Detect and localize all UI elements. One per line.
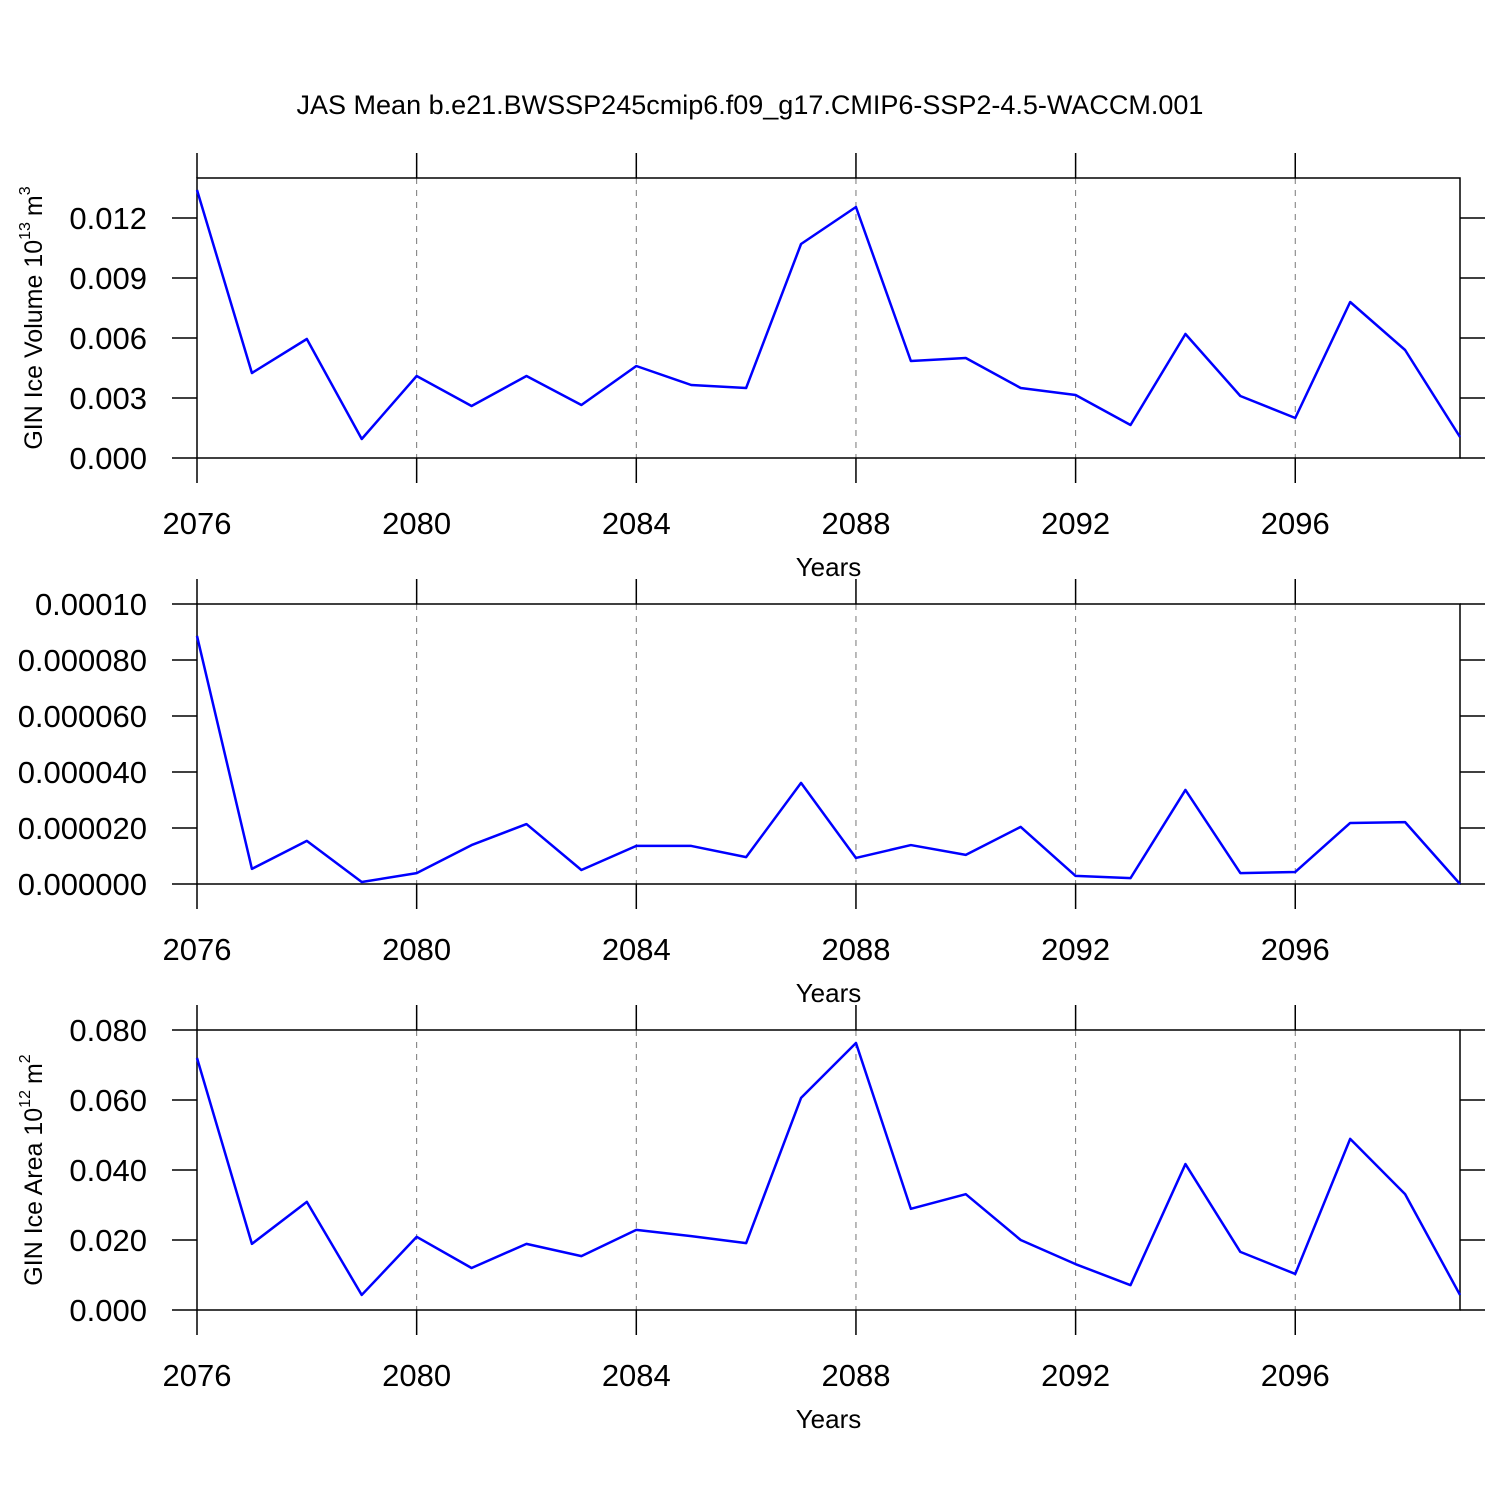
data-line	[195, 1041, 1462, 1297]
chart-title: JAS Mean b.e21.BWSSP245cmip6.f09_g17.CMI…	[297, 90, 1204, 120]
y-tick-label: 0.080	[69, 1013, 147, 1048]
y-tick-label: 0.000	[69, 1293, 147, 1328]
x-tick-label: 2084	[602, 932, 671, 967]
data-line	[195, 189, 1462, 441]
x-tick-label: 2088	[821, 1358, 890, 1393]
y-tick-label: 0.000000	[18, 867, 147, 902]
y-axis-label: GIN Ice Area 1012 m2	[17, 1054, 48, 1286]
plot-frame	[196, 1029, 1461, 1311]
y-axis-label-exponent: 2	[17, 1054, 34, 1063]
x-tick-label: 2096	[1261, 932, 1330, 967]
x-tick-label: 2092	[1041, 1358, 1110, 1393]
y-axis-label-exponent: 3	[17, 186, 34, 195]
y-tick-label: 0.012	[69, 201, 147, 236]
x-tick-label: 2092	[1041, 932, 1110, 967]
y-axis-label-text: GIN Ice Volume 10	[20, 240, 48, 450]
y-tick-label: 0.003	[69, 381, 147, 416]
x-tick-label: 2080	[382, 932, 451, 967]
y-tick-label: 0.000	[69, 441, 147, 476]
y-tick-label: 0.020	[69, 1223, 147, 1258]
data-line	[195, 635, 1461, 885]
x-tick-label: 2076	[163, 506, 232, 541]
x-tick-label: 2084	[602, 506, 671, 541]
x-tick-label: 2088	[821, 506, 890, 541]
y-axis-label-exponent: 12	[17, 1090, 34, 1108]
x-tick-label: 2096	[1261, 506, 1330, 541]
y-tick-label: 0.060	[69, 1083, 147, 1118]
x-tick-label: 2076	[163, 1358, 232, 1393]
y-tick-label: 0.000080	[18, 643, 147, 678]
y-tick-label: 0.040	[69, 1153, 147, 1188]
x-tick-label: 2088	[821, 932, 890, 967]
x-tick-label: 2096	[1261, 1358, 1330, 1393]
y-tick-label: 0.00010	[35, 587, 147, 622]
x-axis-label: Years	[796, 978, 862, 1008]
x-axis-label: Years	[796, 1404, 862, 1434]
y-tick-label: 0.009	[69, 261, 147, 296]
x-tick-label: 2076	[163, 932, 232, 967]
x-tick-label: 2084	[602, 1358, 671, 1393]
y-axis-label-text: m	[20, 1063, 48, 1084]
y-axis-label-exponent: 13	[17, 222, 34, 240]
plot-frame	[196, 177, 1461, 459]
x-axis-label: Years	[796, 552, 862, 582]
y-axis-label-text: GIN Ice Area 10	[20, 1108, 48, 1286]
y-axis-label-text: m	[20, 195, 48, 216]
y-tick-label: 0.006	[69, 321, 147, 356]
y-axis-label: GIN Ice Volume 1013 m3	[17, 186, 48, 449]
plot-frame	[196, 603, 1461, 885]
y-tick-label: 0.000020	[18, 811, 147, 846]
x-tick-label: 2092	[1041, 506, 1110, 541]
y-tick-label: 0.000040	[18, 755, 147, 790]
y-tick-label: 0.000060	[18, 699, 147, 734]
x-tick-label: 2080	[382, 506, 451, 541]
x-tick-label: 2080	[382, 1358, 451, 1393]
